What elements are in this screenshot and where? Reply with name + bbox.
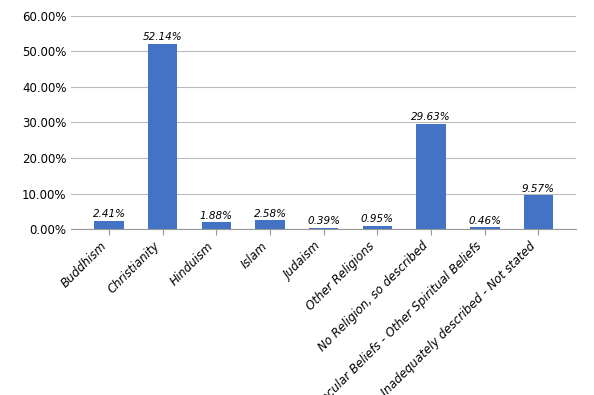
Bar: [470, 228, 500, 229]
Text: 1.88%: 1.88%: [200, 211, 233, 221]
Bar: [524, 195, 553, 229]
Text: 29.63%: 29.63%: [411, 112, 451, 122]
Text: 2.58%: 2.58%: [254, 209, 286, 218]
Bar: [309, 228, 339, 229]
Bar: [416, 124, 446, 229]
Bar: [201, 222, 231, 229]
Bar: [94, 220, 124, 229]
Bar: [363, 226, 392, 229]
Text: 2.41%: 2.41%: [93, 209, 125, 219]
Bar: [255, 220, 285, 229]
Text: 0.95%: 0.95%: [361, 214, 394, 224]
Text: 0.46%: 0.46%: [468, 216, 501, 226]
Text: 52.14%: 52.14%: [143, 32, 182, 42]
Text: 9.57%: 9.57%: [522, 184, 555, 194]
Bar: [148, 44, 178, 229]
Text: 0.39%: 0.39%: [307, 216, 340, 226]
